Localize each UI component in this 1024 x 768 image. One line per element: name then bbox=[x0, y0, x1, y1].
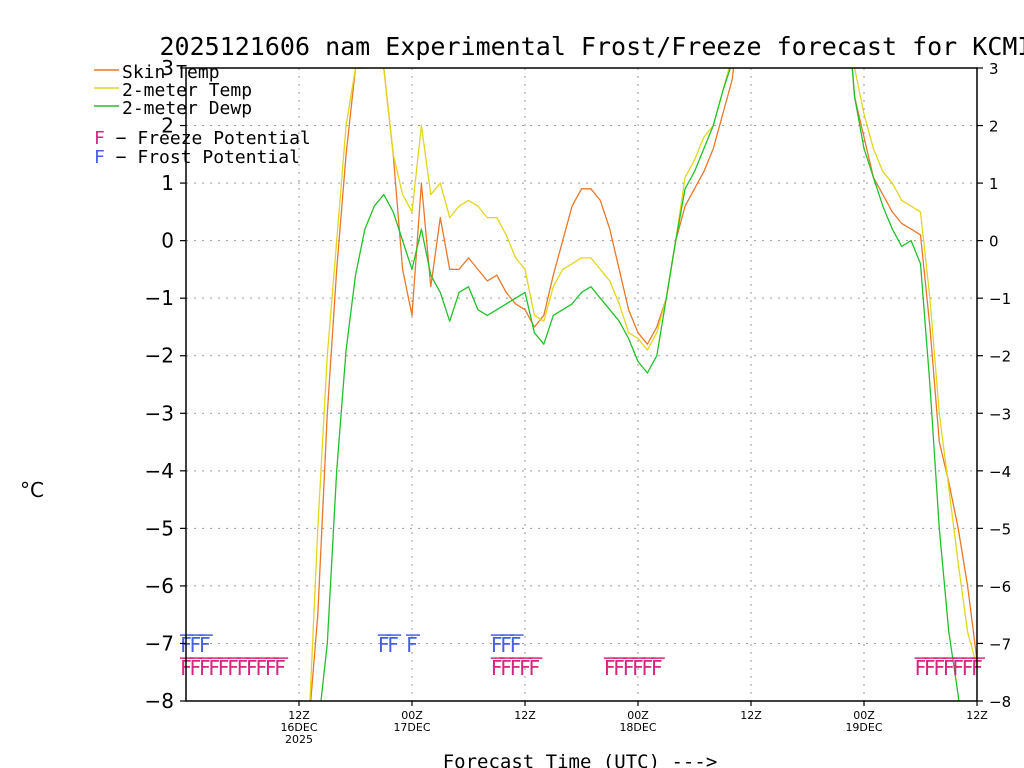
y-tick-label-right: −6 bbox=[989, 578, 1011, 596]
freeze-marker: F bbox=[491, 656, 503, 680]
x-tick-label: 00Z bbox=[401, 709, 423, 722]
freeze-marker: F bbox=[519, 656, 531, 680]
y-tick-label-right: 0 bbox=[989, 233, 999, 251]
freeze-marker: F bbox=[199, 656, 211, 680]
grid-lines bbox=[186, 68, 977, 701]
freeze-marker: F bbox=[237, 656, 249, 680]
freeze-marker: F bbox=[924, 656, 936, 680]
legend-label: 2-meter Dewp bbox=[122, 98, 252, 119]
legend-label: 2-meter Temp bbox=[122, 80, 252, 101]
frost-marker: F bbox=[510, 633, 522, 657]
legend-label: Skin Temp bbox=[122, 62, 220, 83]
legend-potential-label: F − Freeze Potential bbox=[94, 128, 311, 149]
freeze-marker: F bbox=[943, 656, 955, 680]
frost-marker: F bbox=[378, 633, 390, 657]
freeze-marker: F bbox=[623, 656, 635, 680]
x-tick-label: 18DEC bbox=[619, 721, 656, 734]
x-axis-label: Forecast Time (UTC) ---> bbox=[443, 751, 718, 768]
freeze-marker: F bbox=[246, 656, 258, 680]
y-tick-label-right: 2 bbox=[989, 118, 999, 136]
y-tick-label-right: 3 bbox=[989, 60, 999, 78]
freeze-marker: F bbox=[952, 656, 964, 680]
y-axis-ticks: −8 −8 −7 −7 −6 −6 −5 −5 −4 −4 −3 −3 −2 −2 −1 −1 0 0 1 1 2 2 3 3 bbox=[145, 56, 1012, 713]
y-tick-label-right: −4 bbox=[989, 463, 1011, 481]
y-tick-label-right: −7 bbox=[989, 635, 1011, 653]
freeze-marker: F bbox=[190, 656, 202, 680]
freeze-marker: F bbox=[500, 656, 512, 680]
y-tick-label: −5 bbox=[145, 516, 174, 540]
frost-marker: F bbox=[491, 633, 503, 657]
freeze-marker: F bbox=[642, 656, 654, 680]
x-tick-label: 17DEC bbox=[393, 721, 430, 734]
y-tick-label: −8 bbox=[145, 689, 174, 713]
series-layer bbox=[309, 68, 977, 701]
freeze-marker: F bbox=[934, 656, 946, 680]
chart-title: 2025121606 nam Experimental Frost/Freeze… bbox=[160, 32, 1024, 61]
freeze-marker: F bbox=[218, 656, 230, 680]
x-tick-label: 00Z bbox=[627, 709, 649, 722]
freeze-marker: F bbox=[604, 656, 616, 680]
freeze-marker: F bbox=[529, 656, 541, 680]
x-tick-label: 00Z bbox=[853, 709, 875, 722]
frost-marker: F bbox=[199, 633, 211, 657]
frost-marker: F bbox=[190, 633, 202, 657]
y-tick-label: 0 bbox=[161, 229, 174, 253]
plot-frame bbox=[185, 67, 978, 702]
y-tick-label-right: 1 bbox=[989, 175, 999, 193]
frost-marker: F bbox=[500, 633, 512, 657]
freeze-marker: F bbox=[256, 656, 268, 680]
series-line-2-meter-dewp bbox=[320, 68, 960, 701]
freeze-marker: F bbox=[632, 656, 644, 680]
frost-marker: F bbox=[387, 633, 399, 657]
freeze-marker: F bbox=[227, 656, 239, 680]
y-tick-label-right: −3 bbox=[989, 405, 1011, 423]
x-tick-label: 12Z bbox=[288, 709, 310, 722]
y-tick-label-right: −5 bbox=[989, 520, 1011, 538]
y-tick-label: 2 bbox=[161, 114, 174, 138]
freeze-marker: F bbox=[510, 656, 522, 680]
y-tick-label: −2 bbox=[145, 344, 174, 368]
y-tick-label: 3 bbox=[161, 56, 174, 80]
x-tick-label: 12Z bbox=[740, 709, 762, 722]
y-tick-label: −6 bbox=[145, 574, 174, 598]
y-tick-label: −7 bbox=[145, 631, 174, 655]
y-tick-label: −1 bbox=[145, 286, 174, 310]
freeze-marker: F bbox=[613, 656, 625, 680]
x-tick-label: 16DEC bbox=[280, 721, 317, 734]
freeze-marker: F bbox=[208, 656, 220, 680]
y-tick-label: −3 bbox=[145, 401, 174, 425]
x-tick-label: 2025 bbox=[285, 733, 313, 746]
y-axis-label: °C bbox=[20, 478, 44, 502]
freeze-marker: F bbox=[915, 656, 927, 680]
series-line-skin-temp bbox=[310, 68, 977, 701]
y-tick-label-right: −8 bbox=[989, 693, 1011, 711]
series-line-2-meter-temp bbox=[309, 68, 977, 701]
y-tick-label: 1 bbox=[161, 171, 174, 195]
freeze-marker: F bbox=[274, 656, 286, 680]
freeze-marker: F bbox=[962, 656, 974, 680]
x-tick-label: 12Z bbox=[966, 709, 988, 722]
freeze-marker: F bbox=[265, 656, 277, 680]
legend-potential-label: F − Frost Potential bbox=[94, 147, 300, 168]
freeze-marker: F bbox=[651, 656, 663, 680]
frost-marker: F bbox=[406, 633, 418, 657]
x-tick-label: 19DEC bbox=[845, 721, 882, 734]
y-tick-label-right: −2 bbox=[989, 348, 1011, 366]
y-tick-label-right: −1 bbox=[989, 290, 1011, 308]
y-tick-label: −4 bbox=[145, 459, 174, 483]
x-tick-label: 12Z bbox=[514, 709, 536, 722]
